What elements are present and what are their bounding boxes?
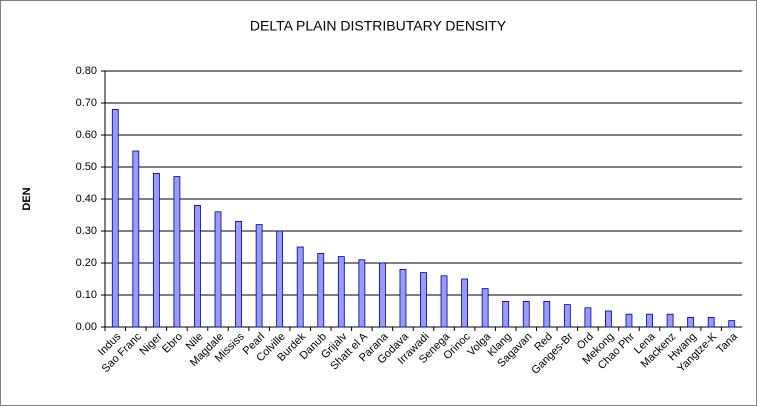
bar [317,252,325,328]
bar [337,256,345,328]
y-tick-label: 0.80 [76,65,97,77]
bar [420,272,427,328]
y-tick-label: 0.60 [76,129,97,141]
y-tick-label: 0.10 [76,289,97,301]
bar [152,172,160,328]
bar [605,310,612,328]
y-tick-label: 0.20 [76,257,97,269]
bar [399,268,407,328]
y-tick-label: 0.70 [76,97,97,109]
bar [584,307,592,328]
bar [687,316,695,328]
bar [646,313,653,328]
bar [522,300,530,328]
bar [132,150,140,328]
bar [440,275,448,328]
bar [276,230,284,328]
bar [296,246,304,328]
bar [379,262,386,328]
bar [543,300,551,328]
y-tick-label: 0.40 [76,193,97,205]
bar [214,211,222,328]
bar [235,220,242,328]
y-tick-label: 0.50 [76,161,97,173]
chart-title: DELTA PLAIN DISTRIBUTARY DENSITY [250,18,507,34]
bar [563,304,571,328]
bar [255,224,263,328]
y-tick-label: 0.30 [76,225,97,237]
bar [111,109,119,328]
y-axis-title: DEN [21,187,33,210]
bar [481,288,489,328]
y-tick-label: 0.00 [76,321,97,333]
bar [358,259,366,328]
bar [194,204,201,328]
bar [625,313,633,328]
bar [461,278,468,328]
bar [502,300,510,328]
bar [666,313,674,328]
bar [707,316,715,328]
bar [728,320,736,328]
bar [173,176,181,328]
